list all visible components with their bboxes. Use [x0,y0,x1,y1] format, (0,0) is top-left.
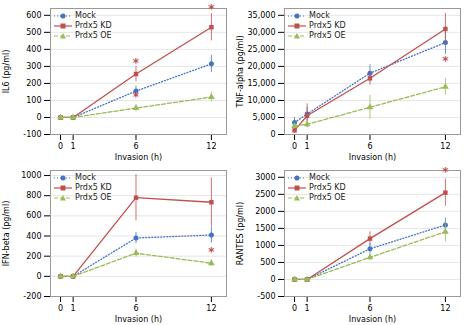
svg-text:0: 0 [58,304,63,313]
svg-text:1: 1 [71,304,76,313]
html-text:Mock: Mock [75,173,96,182]
svg-text:0: 0 [36,272,41,281]
svg-text:100: 100 [26,96,41,105]
svg-text:*: * [133,56,140,70]
svg-text:800: 800 [26,191,41,200]
svg-text:5,000: 5,000 [253,113,276,122]
svg-text:12: 12 [440,142,450,151]
svg-text:6: 6 [367,142,372,151]
svg-text:2500: 2500 [255,190,275,199]
svg-text:1: 1 [305,304,310,313]
svg-text:12: 12 [440,304,450,313]
svg-text:*: * [208,2,215,16]
svg-text:35,000: 35,000 [248,11,276,20]
svg-text:IL6 (pg/ml): IL6 (pg/ml) [2,50,11,94]
svg-text:500: 500 [260,258,275,267]
svg-text:*: * [208,245,215,259]
svg-text:-200: -200 [23,292,41,301]
svg-text:Invasion (h): Invasion (h) [115,315,162,324]
html-text:Prdx5 KD: Prdx5 KD [309,21,346,30]
html-text:Prdx5 OE: Prdx5 OE [75,31,112,40]
svg-text:TNF-alpha (pg/ml): TNF-alpha (pg/ml) [236,35,245,108]
svg-text:6: 6 [367,304,372,313]
svg-text:15,000: 15,000 [248,79,276,88]
html-text:Prdx5 KD: Prdx5 KD [309,183,346,192]
svg-text:200: 200 [26,79,41,88]
html-text:Prdx5 OE: Prdx5 OE [309,31,346,40]
svg-text:12: 12 [206,142,216,151]
svg-text:0: 0 [292,142,297,151]
svg-text:Invasion (h): Invasion (h) [349,153,396,162]
svg-text:0: 0 [292,304,297,313]
html-text:Prdx5 KD: Prdx5 KD [75,21,112,30]
svg-text:*: * [133,90,140,104]
svg-text:1000: 1000 [255,241,275,250]
svg-text:Invasion (h): Invasion (h) [115,153,162,162]
svg-text:1: 1 [305,142,310,151]
svg-text:0: 0 [36,113,41,122]
svg-text:12: 12 [206,304,216,313]
svg-text:IFN-beta (pg/ml): IFN-beta (pg/ml) [2,201,11,267]
html-text:Mock: Mock [309,173,330,182]
svg-text:400: 400 [26,45,41,54]
svg-text:200: 200 [26,252,41,261]
html-text:Prdx5 OE: Prdx5 OE [309,193,346,202]
svg-text:2000: 2000 [255,207,275,216]
svg-text:30,000: 30,000 [248,28,276,37]
svg-text:600: 600 [26,11,41,20]
svg-text:*: * [442,165,449,179]
svg-text:0: 0 [270,130,275,139]
html-text:Prdx5 KD: Prdx5 KD [75,183,112,192]
svg-text:6: 6 [133,304,138,313]
svg-text:0: 0 [270,275,275,284]
svg-text:-500: -500 [257,292,275,301]
svg-text:10,000: 10,000 [248,96,276,105]
html-text:Prdx5 OE: Prdx5 OE [75,193,112,202]
svg-text:RANTES (pg/ml): RANTES (pg/ml) [236,202,245,265]
svg-text:*: * [442,54,449,68]
svg-text:1500: 1500 [255,224,275,233]
svg-text:600: 600 [26,211,41,220]
svg-text:1: 1 [71,142,76,151]
svg-text:6: 6 [133,142,138,151]
html-text:Mock: Mock [75,11,96,20]
svg-text:Invasion (h): Invasion (h) [349,315,396,324]
svg-text:500: 500 [26,28,41,37]
svg-text:1000: 1000 [21,171,41,180]
svg-text:25,000: 25,000 [248,45,276,54]
svg-text:0: 0 [58,142,63,151]
svg-text:20,000: 20,000 [248,62,276,71]
svg-text:-100: -100 [23,130,41,139]
svg-text:400: 400 [26,232,41,241]
svg-text:300: 300 [26,62,41,71]
svg-text:3000: 3000 [255,173,275,182]
html-text:Mock: Mock [309,11,330,20]
